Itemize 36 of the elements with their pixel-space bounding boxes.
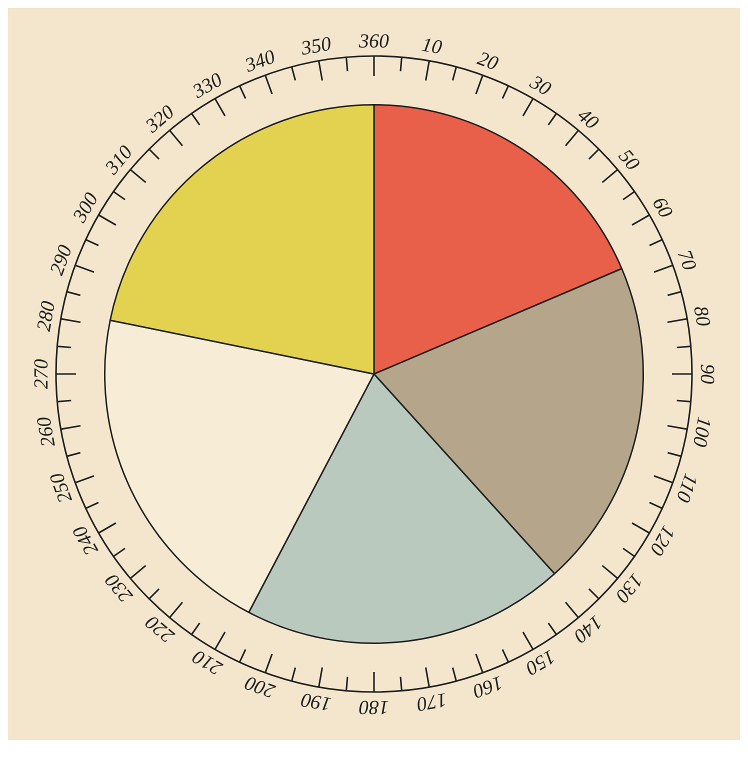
text: 220 xyxy=(142,610,179,647)
text: 10 xyxy=(420,34,444,59)
text: 50 xyxy=(614,145,644,175)
text: 80 xyxy=(689,304,714,328)
text: 60 xyxy=(648,193,677,222)
text: 140 xyxy=(569,610,606,647)
text: 110 xyxy=(671,470,702,505)
text: 90 xyxy=(696,364,718,384)
text: 230 xyxy=(101,569,138,606)
text: 260 xyxy=(32,415,60,448)
text: 190 xyxy=(300,688,333,716)
text: 270 xyxy=(30,359,52,389)
text: 290 xyxy=(46,242,77,278)
text: 210 xyxy=(189,645,226,680)
text: 150 xyxy=(522,645,559,680)
text: 320 xyxy=(140,101,179,138)
text: 250 xyxy=(46,470,77,506)
text: 330 xyxy=(188,68,226,104)
text: 70 xyxy=(672,247,700,274)
text: 200 xyxy=(242,671,278,702)
text: 170 xyxy=(415,688,448,716)
text: 280 xyxy=(32,300,60,333)
text: 120 xyxy=(645,522,680,559)
text: 130 xyxy=(610,569,647,606)
text: 30 xyxy=(525,70,555,100)
text: 300 xyxy=(68,189,103,227)
text: 160 xyxy=(470,671,506,702)
text: 340 xyxy=(241,46,278,78)
text: 40 xyxy=(573,104,603,134)
text: 310 xyxy=(100,142,138,180)
text: 180 xyxy=(359,696,389,718)
text: 20 xyxy=(474,48,501,76)
text: 100 xyxy=(688,415,716,448)
text: 350 xyxy=(298,32,333,60)
text: 240 xyxy=(68,522,103,559)
text: 360 xyxy=(358,30,389,52)
